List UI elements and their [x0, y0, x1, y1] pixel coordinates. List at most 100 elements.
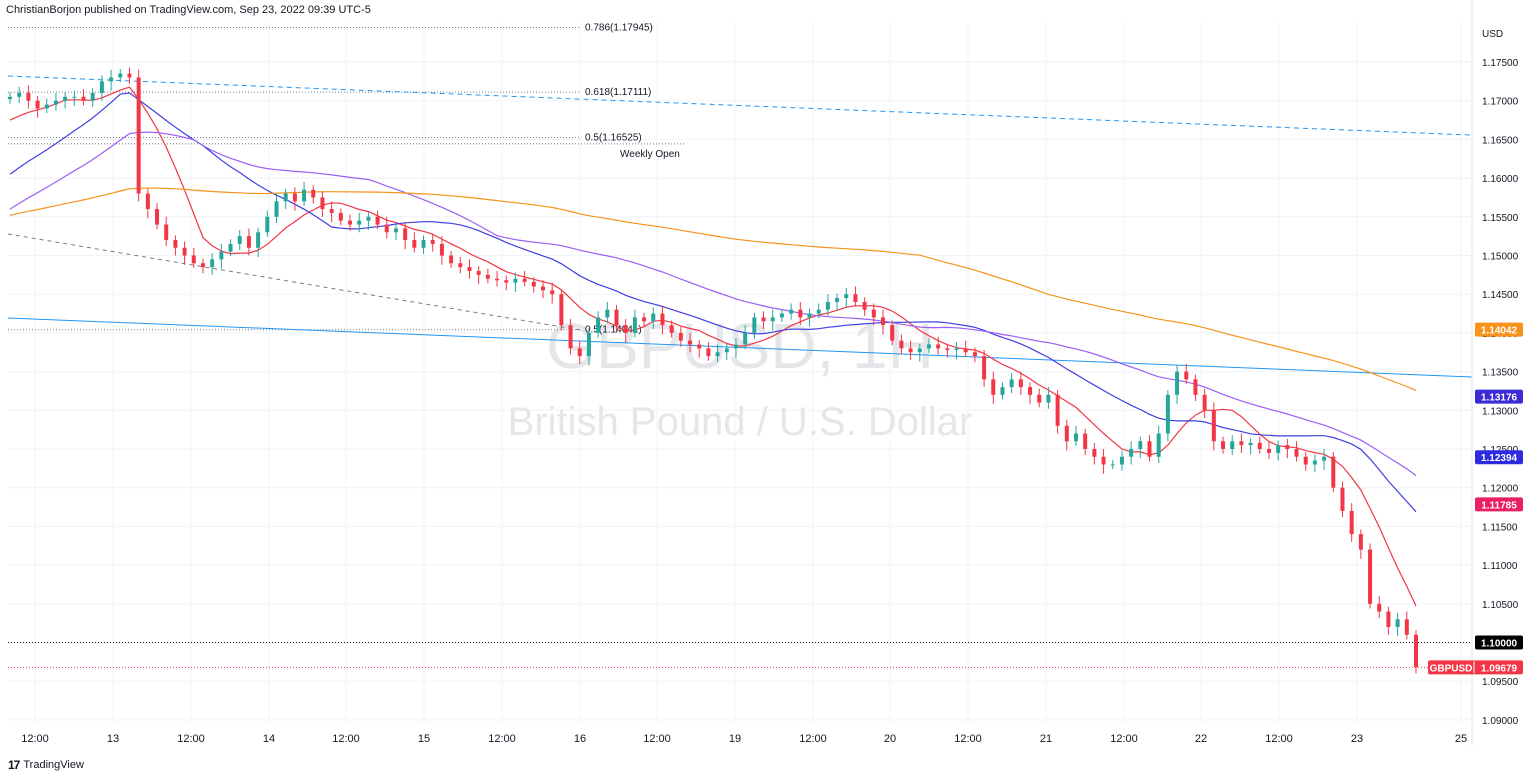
publisher-header: ChristianBorjon published on TradingView…: [6, 4, 371, 16]
chart-grid: [8, 22, 1472, 722]
candle-body: [109, 77, 114, 82]
weekly-open-label: Weekly Open: [620, 149, 680, 160]
candle-body: [1147, 441, 1152, 457]
price-axis[interactable]: USD 1.17500 1.17000 1.16500 1.16000 1.15500 1…: [1471, 0, 1519, 745]
candle-body: [476, 270, 481, 275]
candle-body: [329, 209, 334, 213]
candle-body: [1285, 445, 1290, 449]
candle-body: [1175, 371, 1180, 395]
candle-body: [403, 228, 408, 241]
candle-body: [63, 96, 68, 101]
candle-body: [357, 220, 362, 225]
candle-body: [1248, 442, 1253, 446]
x-tick-label: 20: [884, 733, 896, 745]
price-badge-label: 1.11785: [1481, 500, 1517, 511]
tradingview-brand: TradingView: [23, 759, 84, 771]
x-tick-label: 12:00: [1110, 733, 1138, 745]
candle-body: [17, 92, 22, 97]
candle-body: [899, 340, 904, 349]
candle-body: [228, 243, 233, 252]
candle-body: [1358, 534, 1363, 550]
candle-body: [458, 263, 463, 268]
candle-body: [366, 216, 371, 221]
watermark-name: British Pound / U.S. Dollar: [508, 400, 973, 444]
candle-body: [1193, 379, 1198, 395]
y-tick-label: 1.13500: [1482, 368, 1519, 379]
candle-body: [697, 344, 702, 349]
candle-body: [908, 348, 913, 353]
x-tick-label: 12:00: [954, 733, 982, 745]
candle-body: [311, 189, 316, 198]
candle-body: [1064, 425, 1069, 442]
candle-body: [577, 348, 582, 357]
price-badge: [1475, 322, 1523, 337]
candle-body: [1202, 394, 1207, 411]
candle-body: [1312, 460, 1317, 465]
candle-body: [219, 251, 224, 260]
candle-body: [816, 309, 821, 314]
candle-body: [568, 325, 573, 349]
candle-body: [421, 240, 426, 248]
candle-body: [982, 356, 987, 380]
upper-trendline: [7, 75, 1471, 136]
price-badge-label: 1.10000: [1481, 639, 1518, 650]
y-tick-label: 1.14500: [1482, 290, 1519, 301]
price-badge: [1475, 497, 1523, 512]
candle-body: [1101, 456, 1106, 465]
candle-body: [660, 313, 665, 326]
candle-body: [412, 240, 417, 248]
footer-brand[interactable]: 17 TradingView: [8, 758, 84, 772]
candle-body: [182, 247, 187, 256]
candle-body: [1349, 510, 1354, 535]
x-tick-label: 12:00: [488, 733, 516, 745]
candle-body: [191, 255, 196, 264]
candle-body: [540, 286, 545, 291]
candle-body: [1129, 449, 1134, 457]
candle-body: [807, 313, 812, 318]
x-tick-label: 21: [1040, 733, 1052, 745]
candle-body: [1184, 371, 1189, 380]
candle-body: [1257, 442, 1262, 449]
candle-body: [715, 352, 720, 357]
candle-body: [504, 280, 509, 283]
candle-body: [1110, 464, 1115, 466]
y-tick-label: 1.15000: [1482, 252, 1519, 263]
candle-body: [1037, 394, 1042, 403]
candle-body: [559, 294, 564, 326]
candle-body: [1230, 441, 1235, 449]
candle-body: [44, 104, 49, 109]
price-badge-label: 1.12394: [1481, 453, 1518, 464]
candle-body: [99, 81, 104, 93]
y-tick-label: 1.09500: [1482, 677, 1519, 688]
sma-fast-line: [9, 86, 1417, 607]
candle-body: [1331, 456, 1336, 488]
y-tick-label: 1.17000: [1482, 97, 1519, 108]
time-axis[interactable]: 12:00 13 12:00 14 12:00 15 12:00 16 12:00 19 12:00…: [21, 733, 1467, 745]
fib-label: 0.786(1.17945): [585, 23, 653, 34]
price-badge: [1475, 635, 1523, 650]
candle-body: [1239, 441, 1244, 446]
candle-body: [1083, 433, 1088, 449]
candle-body: [522, 278, 527, 282]
candle-body: [1156, 433, 1161, 457]
chart-watermark: GBPUSD, 1H British Pound / U.S. Dollar: [508, 310, 973, 444]
sma-200-line: [9, 187, 1417, 391]
candle-body: [724, 348, 729, 353]
candle-body: [439, 243, 444, 256]
candle-body: [642, 317, 647, 322]
candle-body: [513, 278, 518, 283]
candle-body: [632, 317, 637, 333]
candle-body: [8, 96, 12, 100]
candle-body: [210, 259, 215, 268]
candle-body: [384, 224, 389, 233]
candle-body: [1046, 394, 1051, 403]
candle-body: [1395, 619, 1400, 628]
x-tick-label: 22: [1195, 733, 1207, 745]
trendlines: [7, 75, 1473, 378]
candle-body: [1018, 379, 1023, 388]
candle-body: [752, 317, 757, 333]
candle-body: [1368, 549, 1373, 604]
candle-body: [1294, 449, 1299, 457]
y-tick-label: 1.10500: [1482, 600, 1519, 611]
